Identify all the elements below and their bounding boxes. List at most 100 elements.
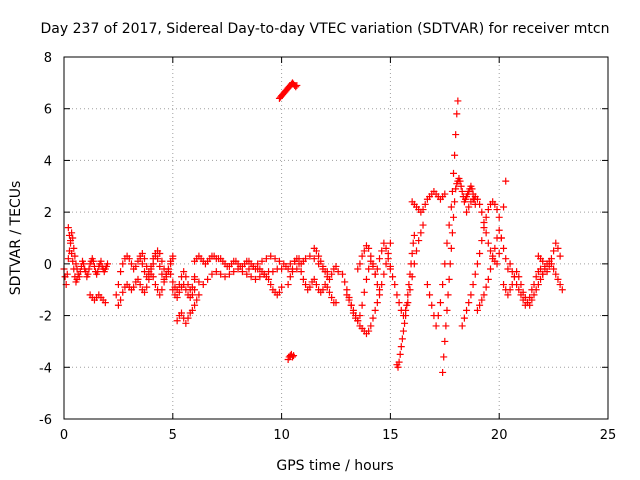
data-point xyxy=(465,299,473,307)
data-point xyxy=(434,312,442,320)
data-point xyxy=(456,177,464,185)
data-point xyxy=(225,270,233,278)
data-point xyxy=(403,301,411,309)
data-point xyxy=(230,268,238,276)
x-axis-label: GPS time / hours xyxy=(276,458,393,474)
data-point xyxy=(191,301,199,309)
data-point xyxy=(478,208,486,216)
y-tick-label: -2 xyxy=(39,310,52,325)
data-point xyxy=(217,270,225,278)
plot-frame xyxy=(63,56,609,420)
data-point xyxy=(471,270,479,278)
data-point xyxy=(195,291,203,299)
data-point xyxy=(164,265,172,273)
data-point xyxy=(378,247,386,255)
data-point xyxy=(328,293,336,301)
data-point xyxy=(380,270,388,278)
data-point xyxy=(448,229,456,237)
data-point xyxy=(480,218,488,226)
data-point xyxy=(70,265,78,273)
data-point xyxy=(64,224,72,232)
data-point xyxy=(84,270,92,278)
data-point xyxy=(167,257,175,265)
data-point xyxy=(378,281,386,289)
data-point xyxy=(169,252,177,260)
data-point xyxy=(444,291,452,299)
data-point xyxy=(552,270,560,278)
data-point xyxy=(504,265,512,273)
data-point xyxy=(526,293,534,301)
data-point xyxy=(423,281,431,289)
data-point xyxy=(256,273,264,281)
data-point xyxy=(482,283,490,291)
data-point xyxy=(409,239,417,247)
data-point xyxy=(369,260,377,268)
data-point xyxy=(288,353,296,361)
data-point xyxy=(134,275,142,283)
data-point xyxy=(356,260,364,268)
data-point xyxy=(500,203,508,211)
data-point xyxy=(371,270,379,278)
data-point xyxy=(486,265,494,273)
data-point xyxy=(112,291,120,299)
data-point xyxy=(312,281,320,289)
data-point xyxy=(421,200,429,208)
y-tick-label: 6 xyxy=(44,103,52,118)
data-point xyxy=(234,265,242,273)
data-point xyxy=(195,278,203,286)
data-point xyxy=(360,247,368,255)
y-tick-label: -4 xyxy=(39,361,52,376)
data-point xyxy=(432,322,440,330)
data-point xyxy=(173,293,181,301)
data-point xyxy=(442,322,450,330)
data-point xyxy=(450,213,458,221)
data-point xyxy=(484,239,492,247)
data-point xyxy=(151,250,159,258)
data-point xyxy=(384,250,392,258)
data-point xyxy=(497,234,505,242)
x-tick-label: 10 xyxy=(273,428,290,443)
data-point xyxy=(117,296,125,304)
x-tick-label: 25 xyxy=(600,428,617,443)
data-point xyxy=(484,275,492,283)
data-point xyxy=(451,151,459,159)
data-point xyxy=(502,255,510,263)
axis-ticks xyxy=(63,56,609,420)
data-point xyxy=(453,110,461,118)
data-point xyxy=(265,275,273,283)
data-point xyxy=(302,255,310,263)
data-point xyxy=(63,270,71,278)
data-point xyxy=(182,319,190,327)
data-point xyxy=(443,306,451,314)
data-point xyxy=(457,182,465,190)
data-point xyxy=(101,299,109,307)
data-point xyxy=(504,291,512,299)
data-point xyxy=(491,200,499,208)
data-point xyxy=(204,275,212,283)
data-point xyxy=(360,288,368,296)
data-point xyxy=(317,257,325,265)
data-point xyxy=(443,239,451,247)
data-point xyxy=(441,190,449,198)
x-tick-label: 0 xyxy=(60,428,68,443)
data-point xyxy=(458,187,466,195)
data-point xyxy=(440,353,448,361)
data-point xyxy=(486,247,494,255)
data-point xyxy=(178,309,186,317)
data-point xyxy=(299,275,307,283)
data-point xyxy=(169,286,177,294)
data-point xyxy=(147,262,155,270)
data-point xyxy=(517,291,525,299)
data-point xyxy=(365,265,373,273)
data-point xyxy=(125,255,133,263)
data-point xyxy=(267,252,275,260)
data-point xyxy=(376,286,384,294)
data-point xyxy=(493,206,501,214)
data-point xyxy=(319,262,327,270)
data-point xyxy=(175,288,183,296)
data-point xyxy=(182,286,190,294)
data-point xyxy=(65,231,73,239)
data-point xyxy=(306,252,314,260)
data-point xyxy=(394,363,402,371)
grid-lines xyxy=(64,57,608,419)
